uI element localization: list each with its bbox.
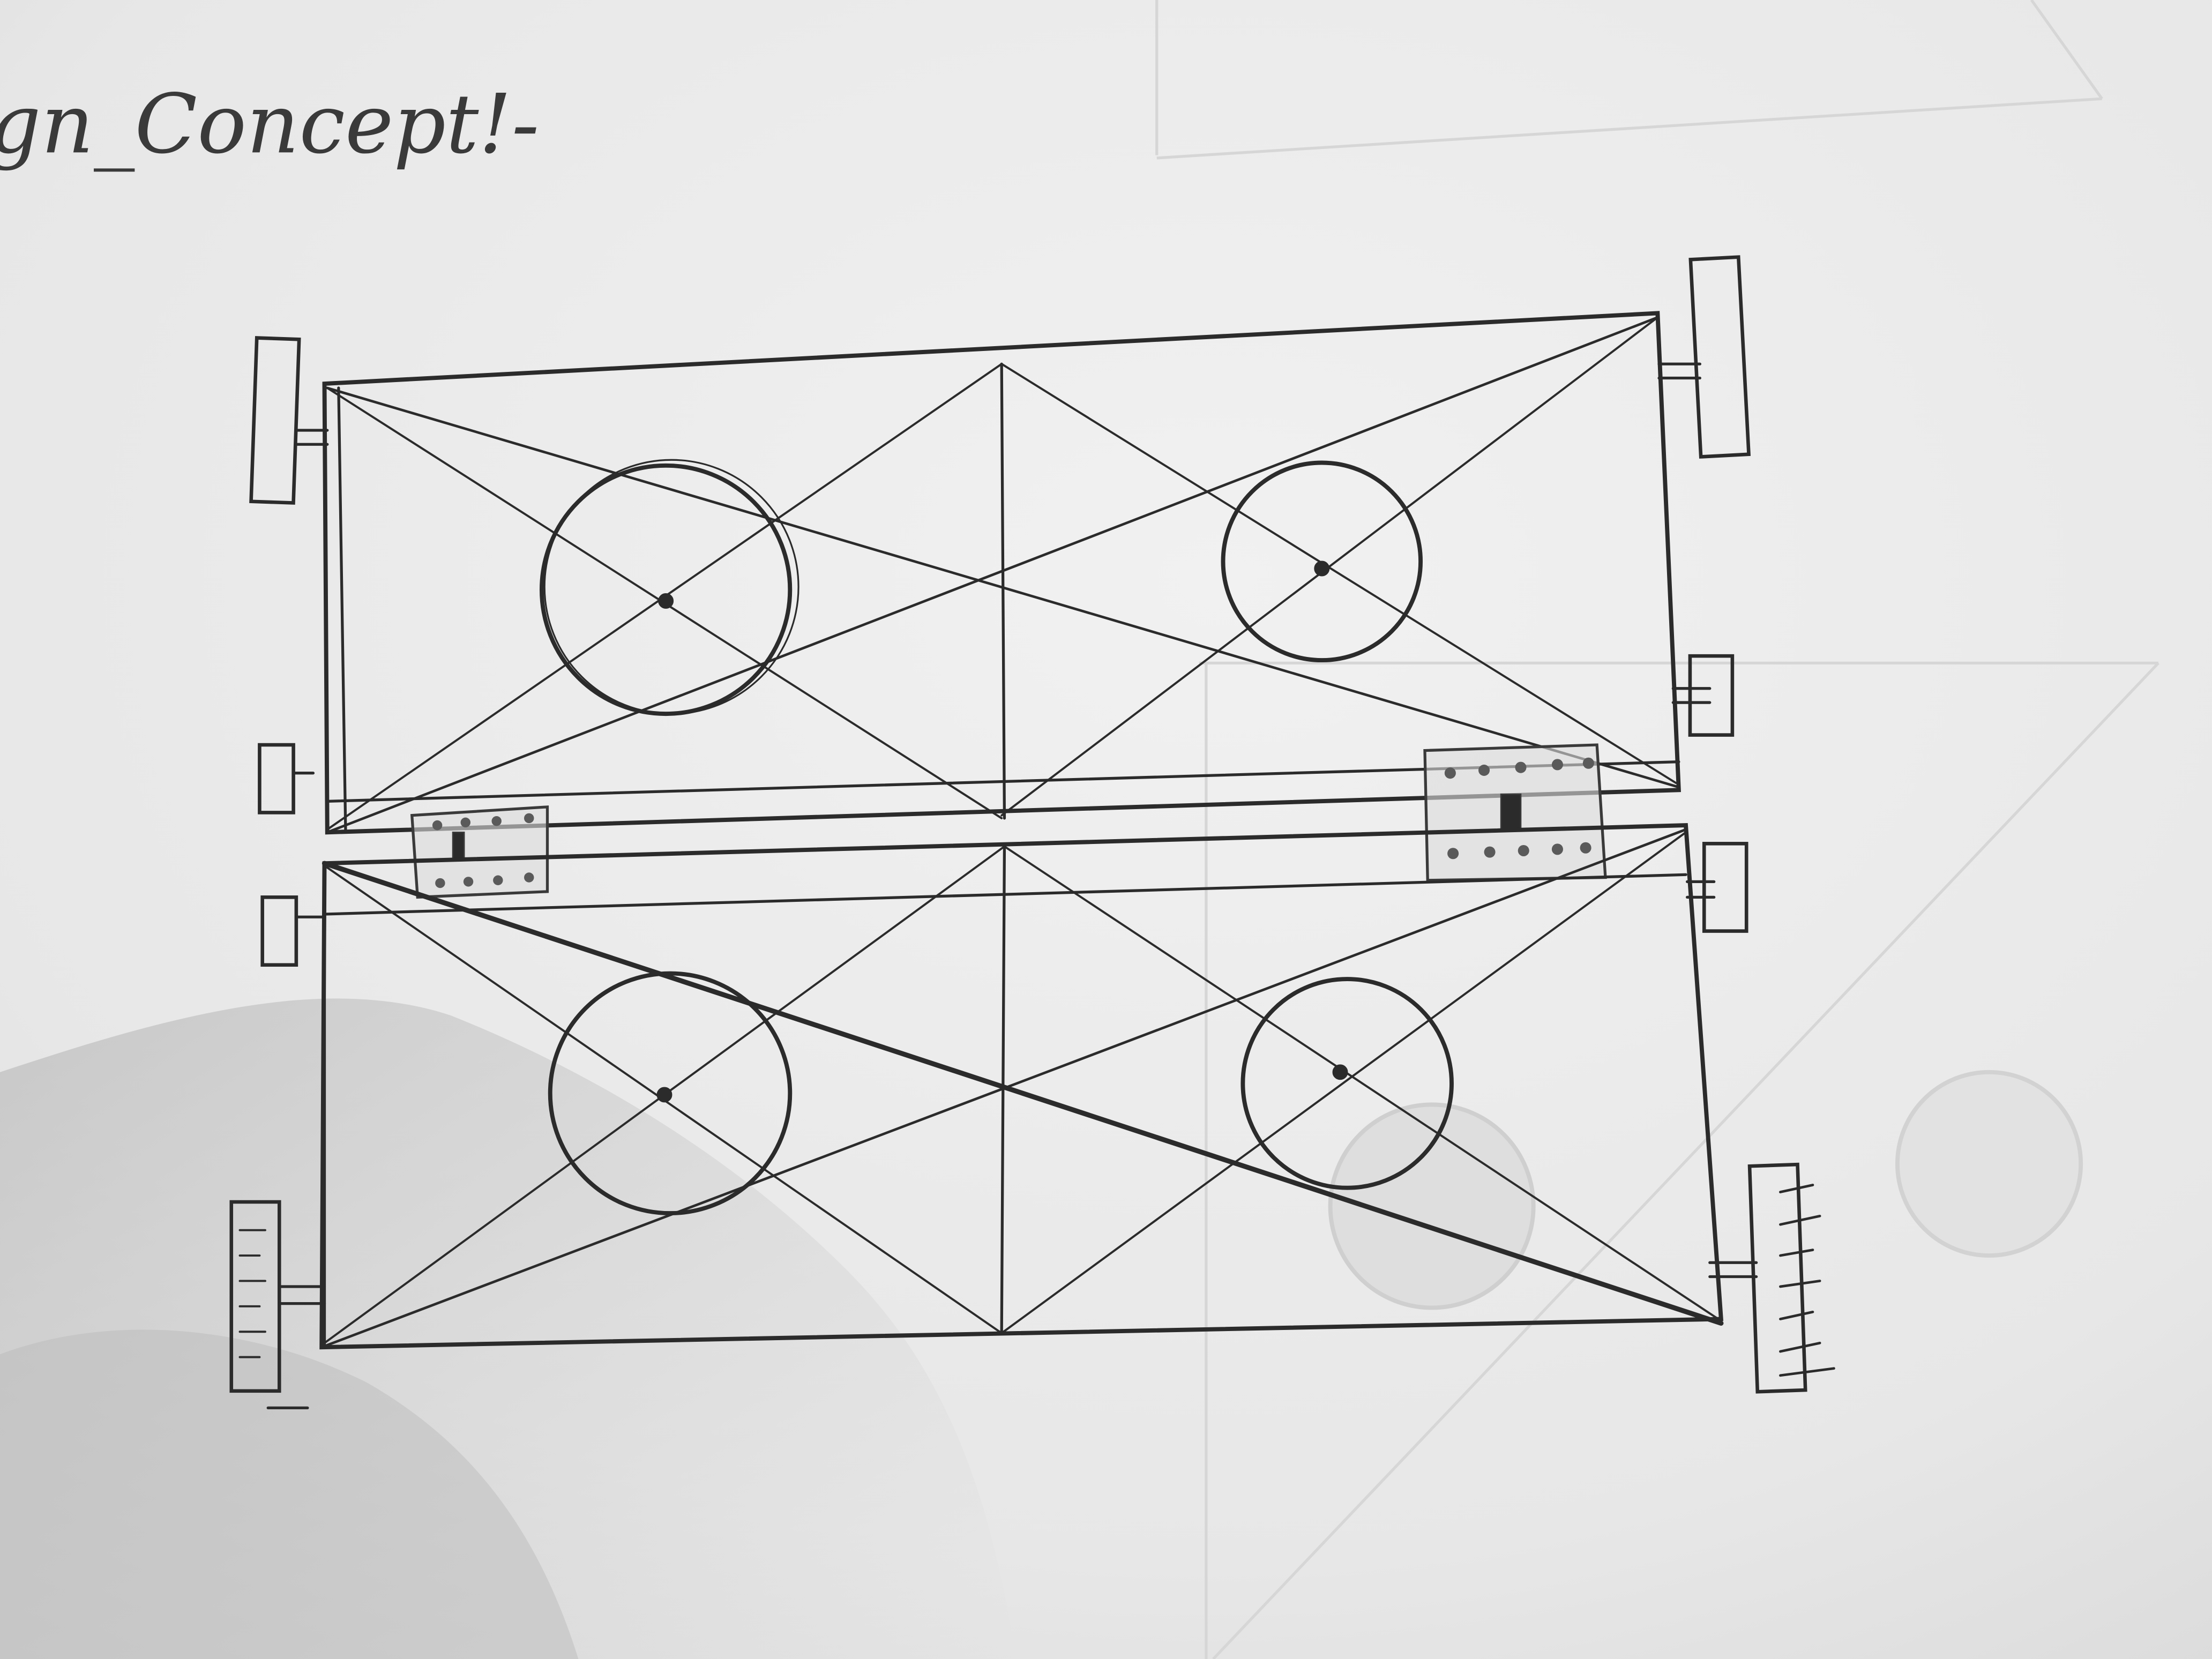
lower-right-circle xyxy=(1240,977,1454,1190)
hand-shadow xyxy=(0,998,1016,1659)
upper-frame xyxy=(322,311,1681,835)
hand-shadow-inner xyxy=(0,1329,579,1659)
lower-left-circle xyxy=(548,971,793,1216)
upper-right-small-bracket xyxy=(1688,654,1735,737)
upper-left-bracket xyxy=(249,336,301,505)
upper-right-circle xyxy=(1221,460,1423,663)
upper-center-line xyxy=(1000,362,1006,820)
lower-left-scaled-bracket xyxy=(229,1200,281,1393)
upper-bottom-left-bracket xyxy=(258,743,295,814)
upper-right-bracket xyxy=(1688,255,1751,459)
lower-top-left-small-bracket xyxy=(260,895,298,967)
hinge-plate-left xyxy=(410,805,549,899)
tape-circle-2 xyxy=(1895,1070,2083,1258)
sheet-heading: gn_Concept!- xyxy=(0,77,539,172)
lower-panel xyxy=(229,823,1835,1410)
lower-right-scaled-bracket xyxy=(1747,1162,1807,1394)
paper-creases xyxy=(1155,0,2159,1659)
tape-circle-1 xyxy=(1328,1102,1536,1310)
lower-top-right-small-bracket xyxy=(1702,842,1748,933)
lower-center-line xyxy=(1000,845,1006,1335)
lower-frame xyxy=(319,823,1724,1350)
